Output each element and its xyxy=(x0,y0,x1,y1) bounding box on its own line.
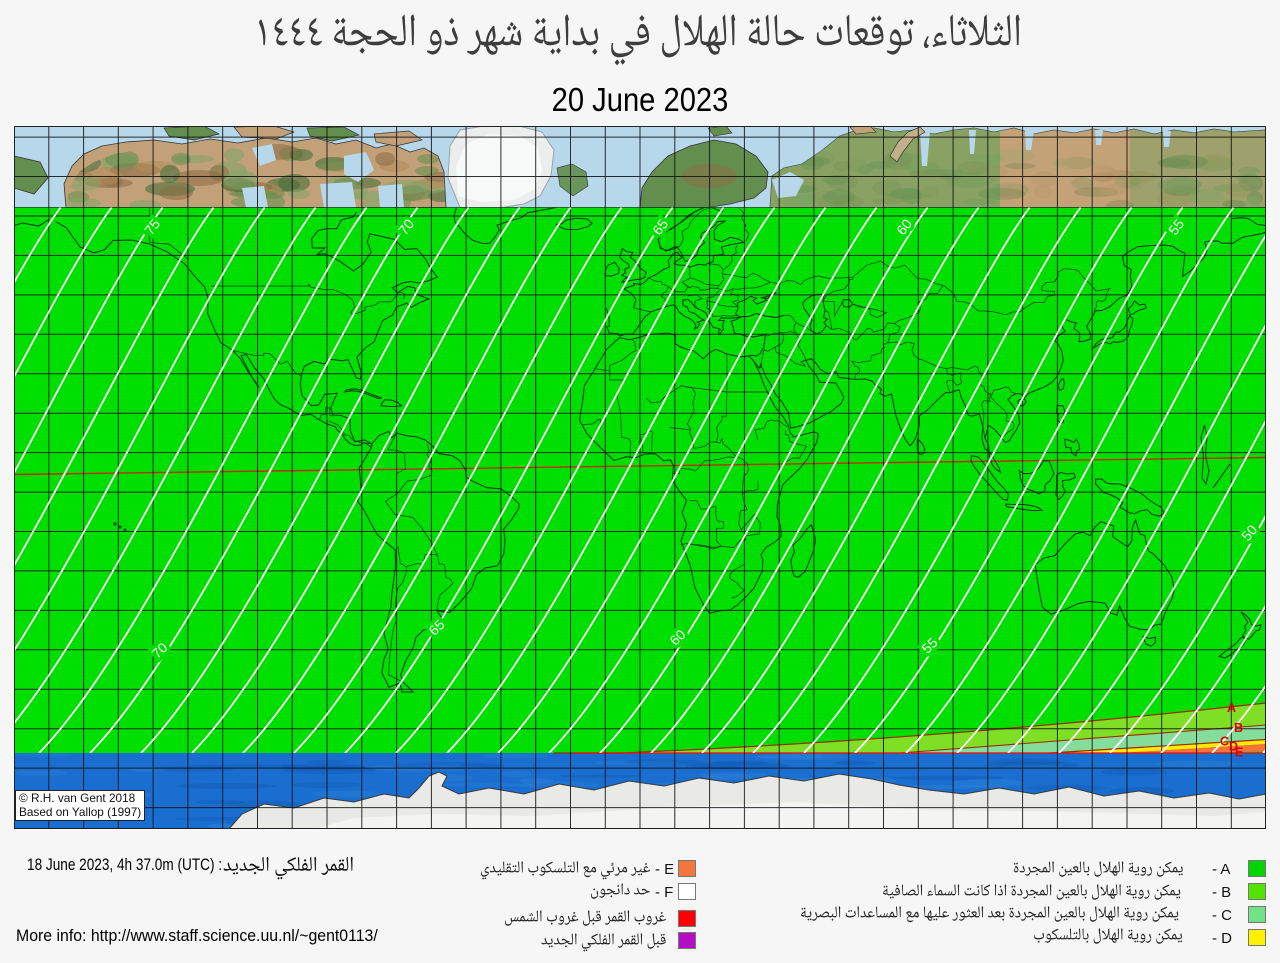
svg-text:D: D xyxy=(1229,739,1238,753)
svg-text:B: B xyxy=(1234,721,1243,735)
svg-text:C: C xyxy=(1220,734,1229,748)
svg-text:E: E xyxy=(1235,745,1243,759)
svg-text:A: A xyxy=(1227,701,1236,715)
